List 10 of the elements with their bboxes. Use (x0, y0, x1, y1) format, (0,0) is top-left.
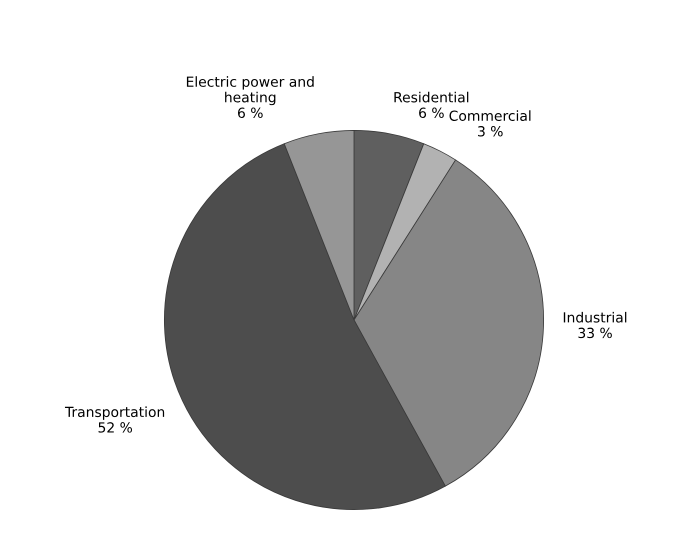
slice-label: Industrial (564, 312, 626, 323)
slice-label: Residential (394, 92, 468, 102)
data-label: 6 % (238, 108, 263, 118)
data-label: 3 % (478, 126, 503, 137)
slice-label: Electric power and heating (186, 76, 314, 106)
data-label: 33 % (578, 328, 612, 338)
data-label: 6 % (419, 108, 444, 118)
slice-label: Transportation (64, 406, 164, 420)
slice-label: Commercial (449, 110, 530, 121)
data-label: 52 % (98, 422, 132, 433)
